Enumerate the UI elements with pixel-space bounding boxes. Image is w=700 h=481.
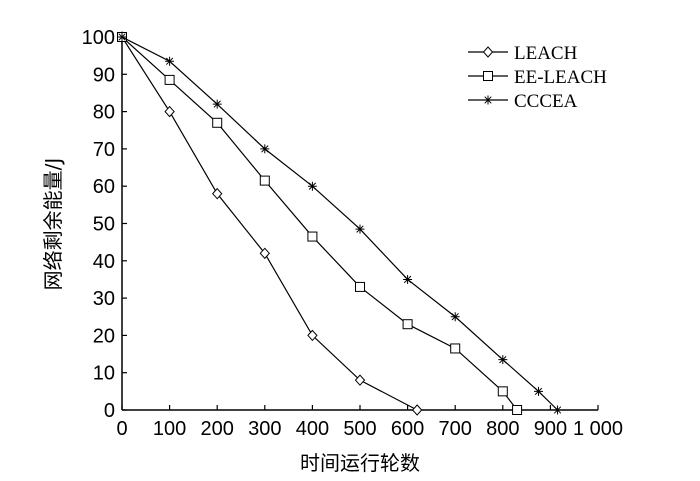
data-point-leach — [164, 105, 175, 118]
axes: 0 100 200 300 400 500 600 700 800 900 1 000 0 10 20 30… — [82, 27, 623, 440]
series-layer — [116, 31, 563, 416]
legend-marker — [482, 46, 494, 58]
legend-item-leach: LEACH — [468, 43, 578, 64]
data-point-cccea — [403, 274, 413, 284]
data-point-leach — [307, 329, 318, 342]
legend-marker — [483, 71, 493, 81]
data-point-ee-leach — [307, 231, 318, 242]
series-line-leach — [121, 36, 418, 411]
y-tick-label: 60 — [93, 176, 115, 198]
legend-item-ee-leach: EE-LEACH — [468, 67, 607, 88]
x-tick-label: 700 — [439, 418, 472, 440]
data-point-cccea — [498, 355, 508, 365]
y-tick-label: 30 — [93, 288, 115, 310]
data-point-leach — [411, 404, 423, 416]
legend: LEACH EE-LEACH CCCEA — [468, 43, 607, 112]
data-point-leach — [212, 187, 223, 200]
data-point-ee-leach — [355, 281, 365, 292]
series-leach — [116, 31, 423, 416]
series-ee-leach — [117, 32, 523, 415]
legend-item-cccea: CCCEA — [468, 91, 578, 112]
series-line-cccea — [121, 36, 558, 411]
data-point-cccea — [534, 386, 543, 396]
data-point-cccea — [117, 32, 127, 42]
data-point-cccea — [307, 181, 317, 191]
x-tick-label: 1 000 — [573, 418, 623, 440]
data-point-leach — [259, 247, 270, 260]
data-point-cccea — [450, 312, 460, 322]
data-point-leach — [354, 374, 366, 386]
x-tick-label: 400 — [296, 418, 329, 440]
x-tick-label: 800 — [486, 418, 519, 440]
x-tick-label: 300 — [248, 418, 281, 440]
y-tick-label: 70 — [93, 139, 115, 161]
x-tick-label: 100 — [153, 418, 186, 440]
legend-marker — [483, 95, 493, 105]
y-tick-label: 0 — [104, 400, 115, 422]
data-point-cccea — [355, 224, 365, 234]
y-tick-label: 40 — [93, 251, 115, 273]
y-axis-title: 网络剩余能量/J — [41, 158, 65, 291]
x-tick-label: 0 — [116, 418, 127, 440]
x-tick-label: 500 — [343, 418, 376, 440]
y-tick-label: 50 — [93, 214, 115, 236]
data-point-ee-leach — [164, 74, 175, 85]
y-tick-label: 10 — [93, 363, 115, 385]
legend-label: EE-LEACH — [514, 67, 607, 88]
x-tick-label: 600 — [391, 418, 424, 440]
data-point-ee-leach — [450, 343, 461, 354]
data-point-ee-leach — [259, 175, 270, 186]
data-point-ee-leach — [212, 117, 223, 128]
y-tick-label: 90 — [93, 64, 115, 86]
y-tick-label: 20 — [93, 325, 115, 347]
legend-label: CCCEA — [514, 91, 578, 112]
data-point-cccea — [165, 56, 175, 66]
legend-label: LEACH — [514, 43, 578, 64]
data-point-cccea — [260, 144, 270, 154]
x-axis-title: 时间运行轮数 — [300, 451, 420, 475]
data-point-ee-leach — [497, 386, 508, 397]
x-tick-label: 900 — [534, 418, 567, 440]
data-point-cccea — [553, 405, 563, 415]
series-line-ee-leach — [121, 36, 518, 411]
data-point-ee-leach — [402, 319, 413, 330]
y-tick-label: 80 — [93, 102, 115, 124]
data-point-cccea — [212, 99, 222, 109]
series-cccea — [117, 32, 563, 415]
x-tick-label: 200 — [201, 418, 234, 440]
y-tick-label: 100 — [82, 27, 115, 49]
data-point-ee-leach — [512, 405, 523, 415]
